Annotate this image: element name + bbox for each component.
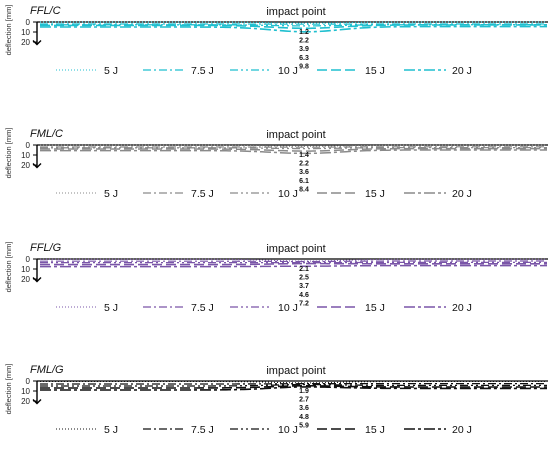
peak-label: 2.5: [299, 275, 309, 282]
series-line: [40, 147, 547, 152]
legend-label: 15 J: [365, 65, 385, 77]
peak-label: 3.7: [299, 283, 309, 290]
series-line: [40, 262, 547, 266]
y-tick-label: 20: [21, 275, 30, 284]
legend-label: 5 J: [104, 65, 118, 77]
y-tick-label: 0: [26, 141, 31, 150]
legend-label: 15 J: [365, 188, 385, 200]
series-line: [40, 386, 547, 391]
peak-label: 4.6: [299, 292, 309, 299]
peak-label: 2.1: [299, 266, 309, 273]
legend-label: 7.5 J: [191, 65, 214, 77]
peak-label: 1.2: [299, 29, 309, 36]
series-line: [40, 264, 547, 268]
peak-label: 8.4: [299, 186, 309, 193]
legend-label: 5 J: [104, 302, 118, 314]
impact-point-label: impact point: [266, 365, 325, 377]
peak-label: 6.3: [299, 55, 309, 62]
series-line: [40, 149, 547, 155]
legend-label: 10 J: [278, 302, 298, 314]
impact-point-label: impact point: [266, 6, 325, 18]
panel-title: FFL/G: [30, 242, 62, 254]
y-axis-label: deflection [mm]: [4, 128, 13, 179]
peak-label: 9.8: [299, 63, 309, 70]
peak-label: 5.9: [299, 422, 309, 429]
peak-label: 7.2: [299, 300, 309, 307]
panel-title: FFL/C: [30, 5, 61, 17]
peak-label: 3.6: [299, 169, 309, 176]
legend-label: 5 J: [104, 424, 118, 436]
y-tick-label: 0: [26, 377, 31, 386]
peak-label: 1.4: [299, 152, 309, 159]
series-line: [40, 25, 547, 33]
series-line: [40, 21, 547, 24]
y-tick-label: 0: [26, 255, 31, 264]
peak-label: 6.1: [299, 178, 309, 185]
series-line: [40, 146, 547, 150]
series-line: [40, 258, 547, 262]
legend-label: 15 J: [365, 302, 385, 314]
impact-point-label: impact point: [266, 243, 325, 255]
peak-label: 2.2: [299, 38, 309, 45]
legend-label: 7.5 J: [191, 188, 214, 200]
peak-label: 3.9: [299, 46, 309, 53]
legend-label: 10 J: [278, 188, 298, 200]
y-axis-label: deflection [mm]: [4, 364, 13, 415]
legend-label: 10 J: [278, 424, 298, 436]
peak-label: 1.9: [299, 388, 309, 395]
legend-label: 7.5 J: [191, 302, 214, 314]
legend-label: 7.5 J: [191, 424, 214, 436]
y-tick-label: 20: [21, 397, 30, 406]
panel-title: FML/G: [30, 364, 64, 376]
y-tick-label: 20: [21, 38, 30, 47]
y-axis-label: deflection [mm]: [4, 242, 13, 293]
legend-label: 5 J: [104, 188, 118, 200]
legend-label: 20 J: [452, 302, 472, 314]
y-axis-label: deflection [mm]: [4, 5, 13, 56]
y-tick-label: 10: [21, 151, 30, 160]
legend-label: 15 J: [365, 424, 385, 436]
legend-label: 20 J: [452, 424, 472, 436]
series-line: [40, 24, 547, 30]
impact-point-label: impact point: [266, 129, 325, 141]
series-line: [40, 260, 547, 263]
legend-label: 10 J: [278, 65, 298, 77]
peak-label: 2.7: [299, 397, 309, 404]
y-tick-label: 10: [21, 28, 30, 37]
series-line: [40, 385, 547, 389]
y-tick-label: 0: [26, 18, 31, 27]
legend-label: 20 J: [452, 65, 472, 77]
peak-label: 2.2: [299, 161, 309, 168]
series-line: [40, 383, 547, 387]
series-line: [40, 380, 547, 384]
y-tick-label: 10: [21, 265, 30, 274]
y-tick-label: 20: [21, 161, 30, 170]
y-tick-label: 10: [21, 387, 30, 396]
peak-label: 3.6: [299, 405, 309, 412]
series-line: [40, 144, 547, 147]
panel-title: FML/C: [30, 128, 63, 140]
peak-label: 4.8: [299, 414, 309, 421]
legend-label: 20 J: [452, 188, 472, 200]
